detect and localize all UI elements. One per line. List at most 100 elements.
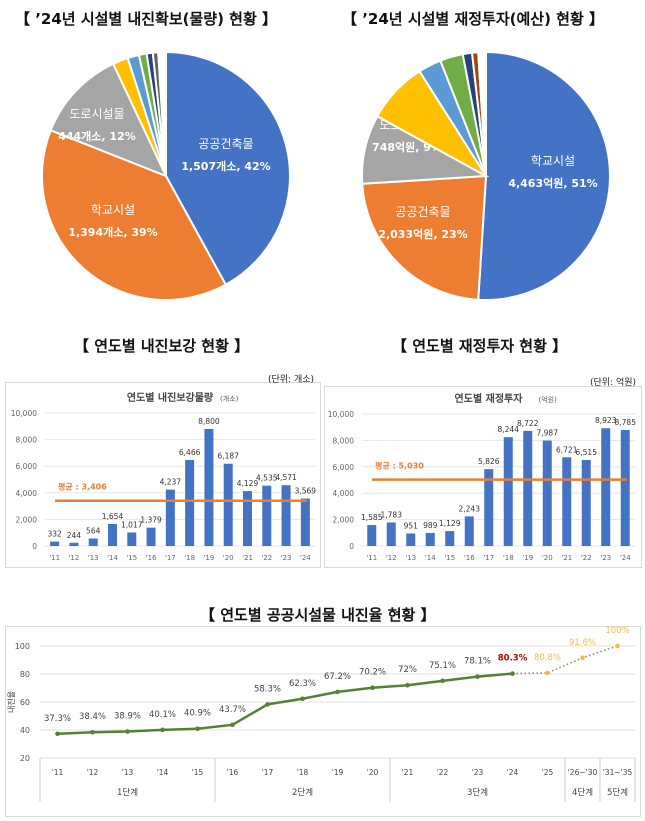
x-tick-label: '22 [261,554,272,562]
bar-data-label: 1,783 [381,510,403,519]
y-tick-label: 6,000 [333,463,355,472]
data-point [335,689,340,695]
data-point [300,696,305,702]
x-tick-label: '17 [483,554,494,562]
y-tick-label: 4,000 [16,489,38,498]
bar [50,541,60,546]
x-tick-label: '16 [227,768,239,777]
bar-data-label: 332 [47,530,62,539]
pie-slice-label: 1,394개소, 39% [68,225,157,239]
data-point [475,674,480,679]
bar [223,463,233,546]
x-tick-label: '23 [281,554,292,562]
bar-data-label: 1,017 [121,520,143,529]
bar-data-label: 7,987 [537,429,559,438]
bar [601,428,611,546]
bar-data-label: 6,466 [179,448,201,457]
y-tick-label: 8,000 [333,436,355,445]
line-frame [5,626,641,817]
bar [108,524,117,546]
x-tick-label: '14 [107,554,118,562]
data-label: 75.1% [429,661,456,671]
bar-data-label: 6,515 [576,448,598,457]
actual-line [57,672,513,736]
data-point [230,722,235,728]
data-point [405,682,410,688]
data-point [580,655,585,661]
data-label: 100% [605,626,629,636]
pie-slice [477,50,487,177]
x-tick-label: '18 [503,554,514,562]
bar-chart-title-unit: (억원) [539,395,558,404]
x-tick-label: '14 [157,768,169,777]
y-tick-label: 4,000 [333,489,355,498]
bar [503,437,513,546]
x-tick-label: '20 [223,554,234,562]
data-point [265,702,270,707]
bar [425,532,435,546]
y-tick-label: 10,000 [328,410,354,419]
x-tick-label: '19 [332,768,344,777]
bar-data-label: 989 [423,521,438,530]
x-tick-label: '11 [366,554,377,562]
data-label: 67.2% [324,672,351,682]
x-tick-label: '22 [581,554,592,562]
group-label: 3단계 [467,787,488,798]
bar [542,440,552,546]
line-title: 【 연도별 공공시설물 내진율 현황 】 [200,606,436,624]
data-label: 37.3% [44,714,71,724]
bar [484,469,494,546]
data-label: 72% [398,665,417,675]
x-tick-label: '24 [300,554,311,562]
group-label: 5단계 [607,787,628,798]
x-tick-label: '25 [542,768,554,777]
data-point [55,731,60,737]
x-tick-label: '16 [464,554,475,562]
data-label: 80.8% [534,653,561,663]
pie2-title: 【 ’24년 시설별 재정투자(예산) 현황 】 [342,10,604,28]
bar2-title: 【 연도별 재정투자 현황 】 [392,337,568,355]
y-tick-label: 40 [20,726,30,735]
bar [620,430,630,546]
bar-data-label: 4,535 [256,474,278,483]
pie-slice [361,174,488,301]
bar-data-label: 8,722 [517,419,539,428]
bar-data-label: 1,585 [361,513,383,522]
data-label: 43.7% [219,705,246,715]
x-tick-label: '17 [165,554,176,562]
group-label: 4단계 [572,787,593,798]
x-tick-label: '18 [184,554,195,562]
bar [464,516,474,546]
pie-slice [157,50,167,177]
average-label: 평균 : 3,406 [58,482,107,492]
bar [406,533,416,546]
y-tick-label: 2,000 [333,516,355,525]
x-tick-label: '18 [297,768,309,777]
bar-chart-title: 연도별 재정투자 [455,392,524,405]
y-tick-label: 0 [32,542,37,551]
pie-slice-label: 1,507개소, 42% [181,159,270,173]
bar-chart-title-unit: (개소) [220,394,239,403]
bar [204,428,214,546]
x-tick-label: '15 [444,554,455,562]
bar [445,531,455,546]
bar-data-label: 3,569 [295,487,317,496]
x-tick-label: '24 [620,554,631,562]
group-label: 1단계 [117,787,138,798]
pie1-title: 【 ’24년 시설별 내진확보(물량) 현황 】 [15,10,277,28]
pie-slice [41,129,228,301]
pie-slice-name: 학교시설 [531,154,575,168]
bar1-unit: (단위: 개소) [268,375,315,385]
pie-slice-name: 공공건축물 [198,137,253,151]
pie-slice-label: 2,033억원, 23% [378,227,467,241]
y-tick-label: 10,000 [11,409,37,418]
pie-slice-label: 748억원, 9% [372,140,442,154]
bar-data-label: 8,244 [498,425,520,434]
y-tick-label: 20 [20,754,30,763]
bar [300,498,310,546]
bar [127,532,137,546]
data-point [370,685,375,691]
data-label: 70.2% [359,668,386,678]
